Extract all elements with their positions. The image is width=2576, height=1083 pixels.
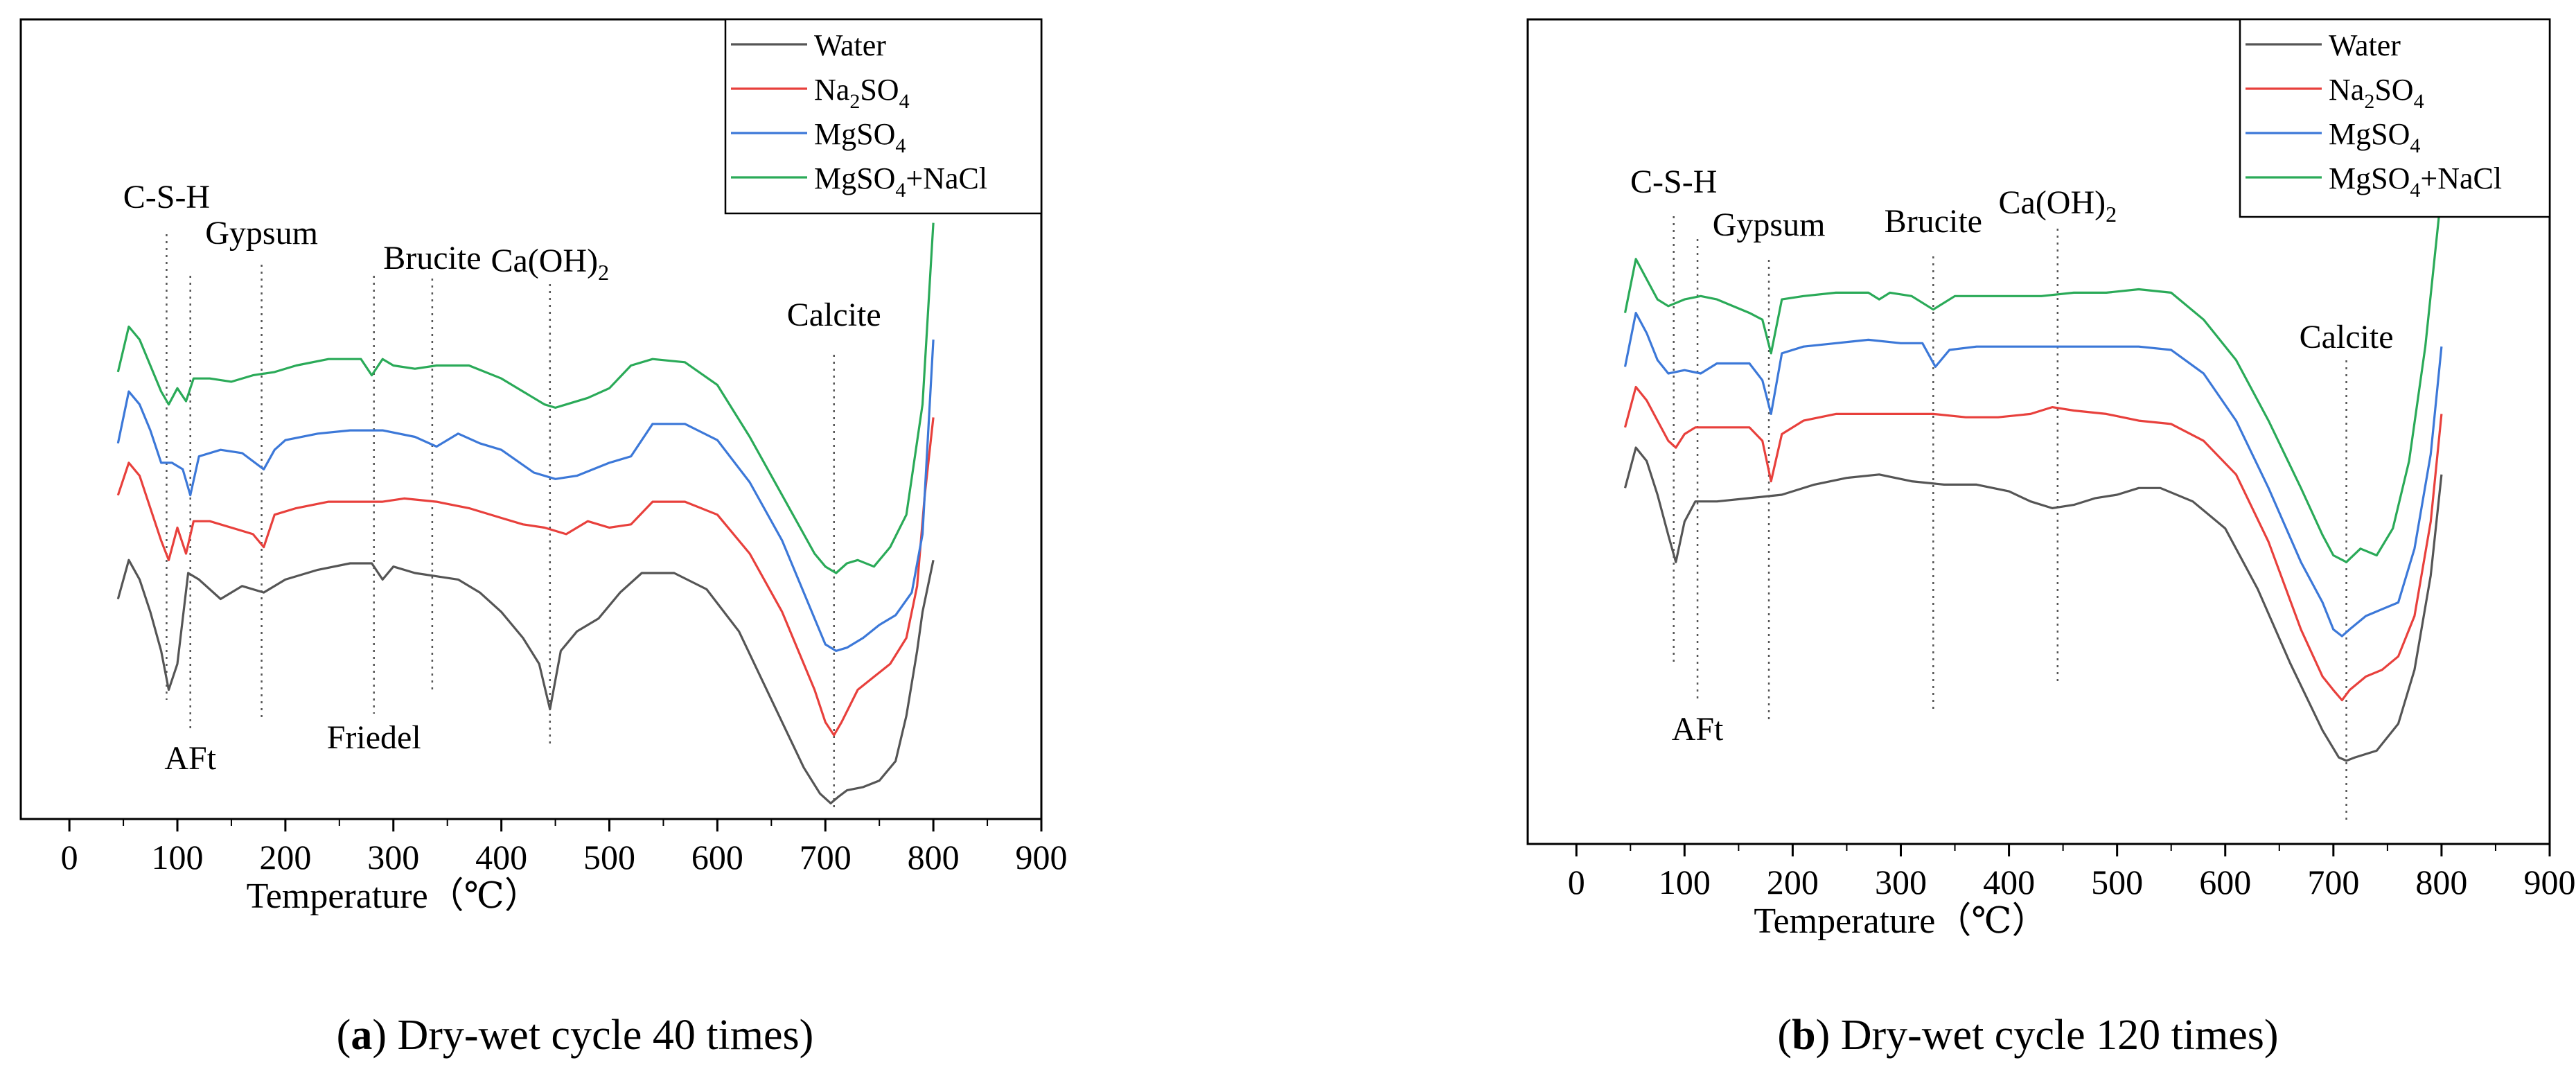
- annotation-label: C-S-H: [1630, 164, 1717, 200]
- x-tick-label: 500: [2091, 863, 2143, 901]
- legend-box: [724, 18, 1043, 215]
- x-tick-label: 500: [583, 838, 635, 877]
- legend-label: MgSO4+NaCl: [2329, 161, 2502, 202]
- panel-b-chart: 0 100 200 300 400 500 600 700 800 900 Temperature（…: [1526, 18, 2576, 941]
- annotation-label: Calcite: [787, 297, 881, 333]
- series-line-mgso4: [116, 340, 935, 652]
- annotation-label: Friedel: [327, 719, 421, 756]
- legend-label: Water: [2329, 28, 2401, 62]
- caption-b-text: Dry-wet cycle 120 times: [1830, 1012, 2264, 1059]
- caption-a-text: Dry-wet cycle 40 times: [387, 1012, 800, 1059]
- x-tick-label: 900: [1016, 838, 1068, 877]
- annotation-label: Brucite: [1885, 203, 1982, 240]
- x-tick-label: 600: [2199, 863, 2251, 901]
- annotation-label: Gypsum: [205, 215, 318, 252]
- x-tick-label: 0: [1568, 863, 1585, 901]
- x-tick-label: 0: [61, 838, 78, 877]
- x-axis-label: Temperature（℃）: [247, 877, 540, 916]
- annotation-label: AFt: [1672, 711, 1724, 748]
- series-line-mgso4-nacl: [116, 222, 935, 574]
- legend-label: MgSO4: [2329, 117, 2420, 157]
- x-axis-label: Temperature（℃）: [1754, 901, 2047, 941]
- annotation-label: Ca(OH)2: [491, 243, 609, 285]
- x-tick-label: 300: [367, 838, 419, 877]
- annotation-label: Brucite: [383, 240, 481, 276]
- x-tick-label: 400: [475, 838, 527, 877]
- series-line-na2so4: [1623, 385, 2443, 702]
- legend-label: Na2SO4: [814, 73, 910, 113]
- series-line-na2so4: [116, 417, 935, 737]
- annotation-label: Gypsum: [1713, 206, 1826, 243]
- legend-box: [2239, 18, 2551, 218]
- x-tick-label: 800: [2415, 863, 2467, 901]
- caption-a-letter: a: [351, 1012, 372, 1059]
- x-tick-label: 800: [908, 838, 960, 877]
- annotation-label: Ca(OH)2: [1999, 184, 2117, 227]
- x-tick-label: 100: [1659, 863, 1711, 901]
- x-tick-label: 600: [691, 838, 743, 877]
- series-line-mgso4-nacl: [1623, 191, 2443, 563]
- x-tick-label: 900: [2524, 863, 2576, 901]
- legend-label: Na2SO4: [2329, 73, 2424, 113]
- x-tick-label: 700: [2307, 863, 2359, 901]
- series-line-mgso4: [1623, 312, 2443, 637]
- caption-b: (b) Dry-wet cycle 120 times): [1777, 1012, 2278, 1059]
- legend-label: Water: [814, 28, 886, 62]
- x-tick-label: 200: [259, 838, 311, 877]
- annotation-label: Calcite: [2300, 319, 2394, 355]
- legend-label: MgSO4+NaCl: [814, 161, 987, 202]
- caption-b-letter: b: [1792, 1012, 1815, 1059]
- annotation-label: AFt: [164, 740, 216, 777]
- legend-label: MgSO4: [814, 117, 906, 157]
- x-tick-label: 300: [1875, 863, 1927, 901]
- series-line-water: [116, 558, 935, 804]
- plot-frame: [1526, 18, 2551, 845]
- panel-a-chart: 0 100 200 300 400 500 600 700 800 900 Temperature（…: [19, 18, 1068, 916]
- annotation-label: C-S-H: [123, 179, 210, 215]
- caption-a: (a) Dry-wet cycle 40 times): [337, 1012, 814, 1059]
- x-tick-label: 700: [800, 838, 852, 877]
- x-tick-label: 100: [152, 838, 204, 877]
- x-tick-label: 200: [1767, 863, 1819, 901]
- series-line-water: [1623, 446, 2443, 762]
- x-tick-label: 400: [1983, 863, 2035, 901]
- plot-frame: [19, 18, 1043, 820]
